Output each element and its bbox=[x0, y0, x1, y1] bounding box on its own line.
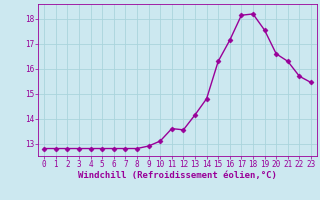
X-axis label: Windchill (Refroidissement éolien,°C): Windchill (Refroidissement éolien,°C) bbox=[78, 171, 277, 180]
